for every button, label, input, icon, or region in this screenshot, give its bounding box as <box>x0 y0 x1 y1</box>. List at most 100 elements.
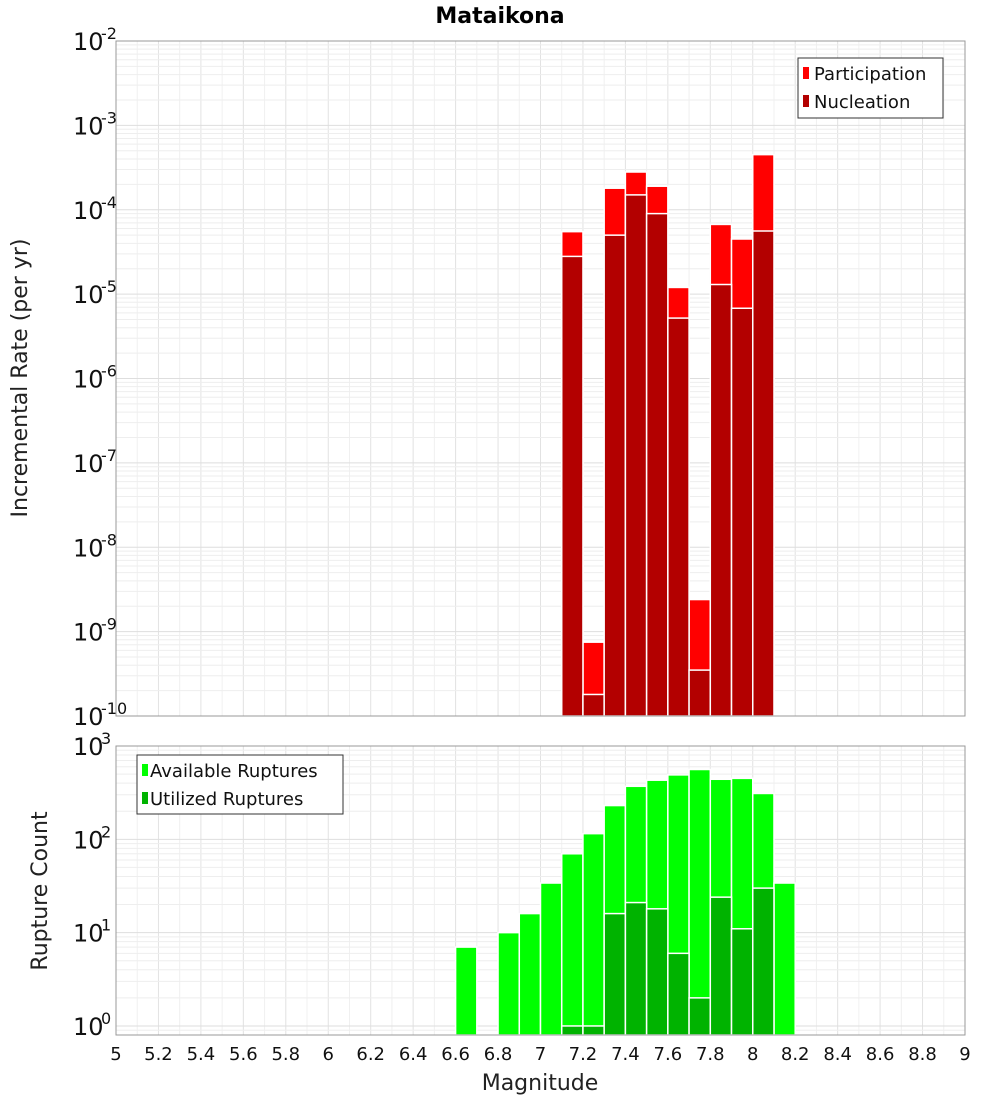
x-tick-label: 6.8 <box>484 1044 513 1065</box>
bottom-y-axis-label: Rupture Count <box>28 811 53 971</box>
top-gridlines <box>115 40 966 717</box>
y-tick-label: 10 <box>73 112 104 140</box>
y-tick-exponent: -10 <box>101 699 127 718</box>
x-tick-label: 8.2 <box>781 1044 810 1065</box>
nucleation-bar <box>730 307 754 717</box>
utilized-ruptures-bar <box>709 896 733 1036</box>
utilized-ruptures-bar <box>560 1025 584 1036</box>
nucleation-bar <box>560 255 584 717</box>
y-tick-label: 10 <box>73 450 104 478</box>
x-tick-label: 8.6 <box>866 1044 895 1065</box>
x-tick-label: 7.4 <box>611 1044 640 1065</box>
y-tick-label: 10 <box>73 366 104 394</box>
available-ruptures-bar <box>582 832 605 1036</box>
nucleation-bar <box>688 669 712 717</box>
x-tick-label: 5.2 <box>144 1044 173 1065</box>
available-ruptures-bar <box>560 853 584 1036</box>
nucleation-bar <box>582 693 605 717</box>
top-panel: 10-210-310-410-510-610-710-810-910-10 In… <box>8 24 966 731</box>
y-tick-label: 10 <box>73 281 104 309</box>
y-tick-exponent: 0 <box>101 1009 111 1028</box>
available-ruptures-bar <box>454 946 478 1036</box>
y-tick-label: 10 <box>73 920 104 948</box>
y-tick-label: 10 <box>73 1013 104 1041</box>
x-tick-label: 5 <box>110 1044 121 1065</box>
bottom-legend-box <box>136 754 344 815</box>
y-tick-label: 10 <box>73 28 104 56</box>
top-y-axis-label: Incremental Rate (per yr) <box>8 239 33 518</box>
nucleation-bar <box>603 234 627 717</box>
available-ruptures-bar <box>497 931 521 1036</box>
x-tick-label: 5.6 <box>229 1044 258 1065</box>
x-tick-label: 6 <box>323 1044 334 1065</box>
available-ruptures-bar <box>518 912 542 1036</box>
nucleation-bar <box>709 283 733 717</box>
utilized-ruptures-bar <box>667 952 690 1036</box>
y-tick-exponent: -7 <box>101 446 117 465</box>
nucleation-legend-label: Nucleation <box>814 92 910 113</box>
y-tick-exponent: 2 <box>101 822 111 841</box>
y-tick-label: 10 <box>73 826 104 854</box>
utilized-ruptures-bar <box>752 887 775 1036</box>
x-tick-label: 6.4 <box>399 1044 428 1065</box>
utilized-ruptures-legend-label: Utilized Ruptures <box>150 789 303 810</box>
y-tick-exponent: -9 <box>101 615 117 634</box>
x-tick-label: 8.4 <box>823 1044 852 1065</box>
x-tick-label: 6.6 <box>441 1044 470 1065</box>
available-ruptures-bar <box>539 882 563 1036</box>
utilized-ruptures-bar <box>688 997 712 1036</box>
y-tick-exponent: -3 <box>101 108 117 127</box>
x-tick-label: 8.8 <box>908 1044 937 1065</box>
top-legend: Participation Nucleation <box>797 57 944 119</box>
top-plot-frame <box>115 40 966 717</box>
utilized-ruptures-bar <box>603 912 627 1036</box>
available-ruptures-swatch <box>142 764 148 776</box>
y-tick-exponent: -5 <box>101 277 117 296</box>
y-tick-exponent: -8 <box>101 530 117 549</box>
nucleation-bar <box>645 212 669 717</box>
chart-title: Mataikona <box>435 4 564 29</box>
y-tick-label: 10 <box>73 733 104 761</box>
y-tick-exponent: 1 <box>101 916 111 935</box>
y-tick-exponent: -4 <box>101 193 117 212</box>
x-tick-label: 7.2 <box>569 1044 598 1065</box>
bottom-legend: Available Ruptures Utilized Ruptures <box>136 754 344 815</box>
y-tick-label: 10 <box>73 534 104 562</box>
available-ruptures-bar <box>688 768 712 1036</box>
x-axis-label: Magnitude <box>482 1071 599 1096</box>
utilized-ruptures-swatch <box>142 792 148 804</box>
nucleation-bar <box>624 194 648 717</box>
bottom-x-ticks: 5 5.2 5.4 5.6 5.8 6 6.2 6.4 6.6 6.8 7 7.2 7.4 7.6 7.8 8… <box>110 1044 970 1065</box>
x-tick-label: 7.8 <box>696 1044 725 1065</box>
x-tick-label: 8 <box>747 1044 758 1065</box>
y-tick-label: 10 <box>73 619 104 647</box>
x-tick-label: 7 <box>535 1044 546 1065</box>
utilized-ruptures-bar <box>624 901 648 1036</box>
x-tick-label: 7.6 <box>654 1044 683 1065</box>
nucleation-swatch <box>803 95 809 107</box>
bottom-plot-frame <box>115 745 966 1036</box>
y-tick-label: 10 <box>73 703 104 731</box>
y-tick-exponent: -2 <box>101 24 117 43</box>
available-ruptures-bar <box>773 882 796 1036</box>
y-tick-label: 10 <box>73 197 104 225</box>
x-tick-label: 5.8 <box>271 1044 300 1065</box>
participation-legend-label: Participation <box>814 64 926 85</box>
participation-swatch <box>803 67 809 79</box>
nucleation-bar <box>667 317 690 717</box>
utilized-ruptures-bar <box>730 928 754 1036</box>
x-tick-label: 9 <box>959 1044 970 1065</box>
available-ruptures-legend-label: Available Ruptures <box>150 761 318 782</box>
x-tick-label: 5.4 <box>187 1044 216 1065</box>
utilized-ruptures-bar <box>645 908 669 1036</box>
y-tick-exponent: 3 <box>101 729 111 748</box>
x-tick-label: 6.2 <box>356 1044 385 1065</box>
nucleation-bar <box>752 230 775 717</box>
top-legend-box <box>797 57 944 119</box>
top-y-ticks: 10-210-310-410-510-610-710-810-910-10 <box>73 24 127 731</box>
y-tick-exponent: -6 <box>101 362 117 381</box>
utilized-ruptures-bar <box>582 1025 605 1036</box>
